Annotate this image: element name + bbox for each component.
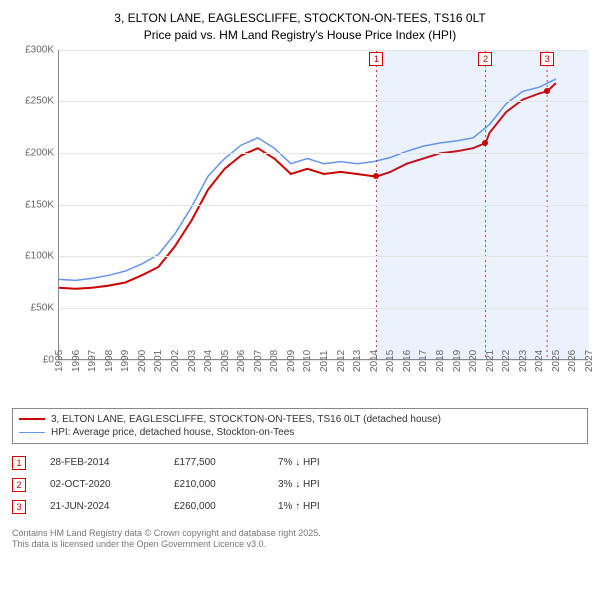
transaction-date: 21-JUN-2024 [50,501,150,512]
transaction-row: 3 21-JUN-2024 £260,000 1% ↑ HPI [12,496,588,518]
gridline [59,101,588,102]
transaction-price: £260,000 [174,501,254,512]
transaction-row-marker: 1 [12,456,26,470]
transaction-price: £177,500 [174,457,254,468]
legend-label: HPI: Average price, detached house, Stoc… [51,427,294,438]
gridline [59,153,588,154]
title-line-1: 3, ELTON LANE, EAGLESCLIFFE, STOCKTON-ON… [12,10,588,27]
transaction-diff: 1% ↑ HPI [278,501,368,512]
transaction-point [482,140,488,146]
transaction-point [544,88,550,94]
transaction-point [373,173,379,179]
plot-area: 1 2 3 [58,50,588,360]
footer-attribution: Contains HM Land Registry data © Crown c… [12,528,588,551]
y-axis-label: £50K [12,302,54,313]
transaction-diff: 7% ↓ HPI [278,457,368,468]
transaction-date: 02-OCT-2020 [50,479,150,490]
transaction-diff: 3% ↓ HPI [278,479,368,490]
transaction-table: 1 28-FEB-2014 £177,500 7% ↓ HPI 2 02-OCT-2020… [12,452,588,518]
transaction-row: 1 28-FEB-2014 £177,500 7% ↓ HPI [12,452,588,474]
y-axis-label: £150K [12,199,54,210]
gridline [59,50,588,51]
transaction-marker: 3 [540,52,554,66]
y-axis-label: £0 [12,354,54,365]
y-axis-label: £250K [12,96,54,107]
legend-item: 3, ELTON LANE, EAGLESCLIFFE, STOCKTON-ON… [19,413,581,426]
legend: 3, ELTON LANE, EAGLESCLIFFE, STOCKTON-ON… [12,408,588,444]
transaction-row-marker: 3 [12,500,26,514]
legend-swatch [19,418,45,420]
transaction-row-marker: 2 [12,478,26,492]
transaction-marker: 2 [478,52,492,66]
legend-item: HPI: Average price, detached house, Stoc… [19,426,581,439]
transaction-row: 2 02-OCT-2020 £210,000 3% ↓ HPI [12,474,588,496]
y-axis-label: £300K [12,44,54,55]
footer-line-2: This data is licensed under the Open Gov… [12,539,588,551]
legend-swatch [19,432,45,433]
chart-container: 3, ELTON LANE, EAGLESCLIFFE, STOCKTON-ON… [0,0,600,559]
x-axis-label: 2027 [584,349,600,371]
gridline [59,308,588,309]
legend-label: 3, ELTON LANE, EAGLESCLIFFE, STOCKTON-ON… [51,414,441,425]
chart-title: 3, ELTON LANE, EAGLESCLIFFE, STOCKTON-ON… [12,10,588,44]
title-line-2: Price paid vs. HM Land Registry's House … [12,27,588,44]
footer-line-1: Contains HM Land Registry data © Crown c… [12,528,588,540]
transaction-marker: 1 [369,52,383,66]
gridline [59,256,588,257]
transaction-price: £210,000 [174,479,254,490]
chart-area: 123 £0£50K£100K£150K£200K£250K£300K19951… [12,50,588,400]
y-axis-label: £100K [12,251,54,262]
y-axis-label: £200K [12,147,54,158]
gridline [59,205,588,206]
transaction-date: 28-FEB-2014 [50,457,150,468]
